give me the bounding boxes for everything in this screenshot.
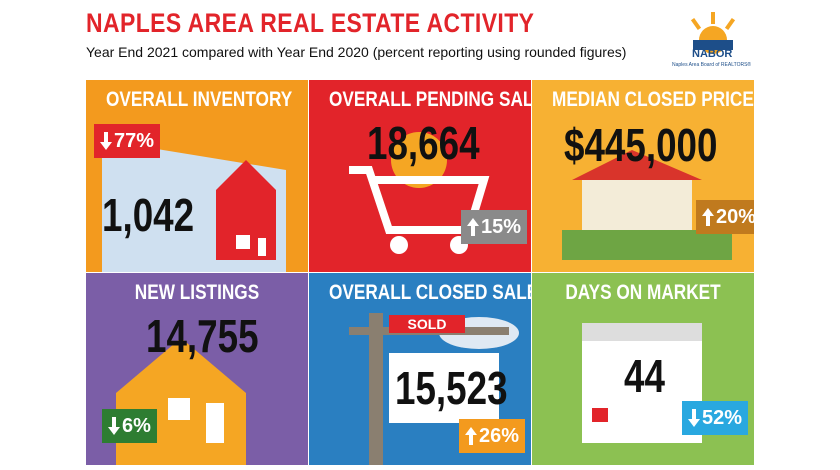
logo-name: NABOR xyxy=(692,48,733,60)
tile-title: DAYS ON MARKET xyxy=(565,281,721,304)
tile-value: 15,523 xyxy=(395,362,508,414)
change: 20% xyxy=(716,205,754,228)
change: 77% xyxy=(114,129,155,152)
change-badge: 6% xyxy=(102,409,157,443)
change: 15% xyxy=(481,215,522,238)
tile-value: 44 xyxy=(624,350,665,402)
tile-value: $445,000 xyxy=(564,119,718,171)
change-badge: 20% xyxy=(696,200,754,234)
money-graphic xyxy=(562,150,732,260)
tile-value: 1,042 xyxy=(102,189,195,241)
page-title: NAPLES AREA REAL ESTATE ACTIVITY xyxy=(86,8,535,38)
tile: OVERALL INVENTORY 1,042 77% xyxy=(86,80,308,272)
arrow-up xyxy=(467,218,479,236)
change-badge: 77% xyxy=(94,124,161,158)
tile: OVERALL PENDING SALES 18,664 15% xyxy=(309,80,531,272)
logo-tagline: Naples Area Board of REALTORS® xyxy=(672,62,752,68)
tile-value: 14,755 xyxy=(146,310,259,362)
change-badge: 52% xyxy=(682,401,749,435)
tile: DAYS ON MARKET 44 52% xyxy=(532,273,754,465)
change-badge: 26% xyxy=(459,419,526,453)
page-subtitle: Year End 2021 compared with Year End 202… xyxy=(86,44,627,60)
tile: NEW LISTINGS 14,755 6% xyxy=(86,273,308,465)
change: 52% xyxy=(702,406,743,429)
inventory-graphic xyxy=(102,140,286,272)
arrow-down xyxy=(688,409,700,427)
change-badge: 15% xyxy=(461,210,528,244)
arrow-up xyxy=(702,208,714,226)
tile: OVERALL CLOSED SALES SOLD 15,523 26% xyxy=(309,273,531,465)
tile-title: NEW LISTINGS xyxy=(134,281,260,304)
arrow-down xyxy=(100,132,112,150)
tile-title: OVERALL CLOSED SALES xyxy=(328,281,531,304)
tile-title: OVERALL INVENTORY xyxy=(105,88,293,111)
tile: MEDIAN CLOSED PRICE $445,000 20% xyxy=(532,80,754,272)
tile-value: 18,664 xyxy=(367,117,480,169)
tile-title: OVERALL PENDING SALES xyxy=(328,88,531,111)
sold-sign: SOLD xyxy=(389,315,465,333)
logo-icon xyxy=(690,12,736,54)
change: 26% xyxy=(479,424,520,447)
arrow-up xyxy=(465,427,477,445)
tile-title: MEDIAN CLOSED PRICE xyxy=(551,88,754,111)
cart-graphic xyxy=(349,132,490,254)
arrow-down xyxy=(108,417,120,435)
change: 6% xyxy=(122,414,151,437)
